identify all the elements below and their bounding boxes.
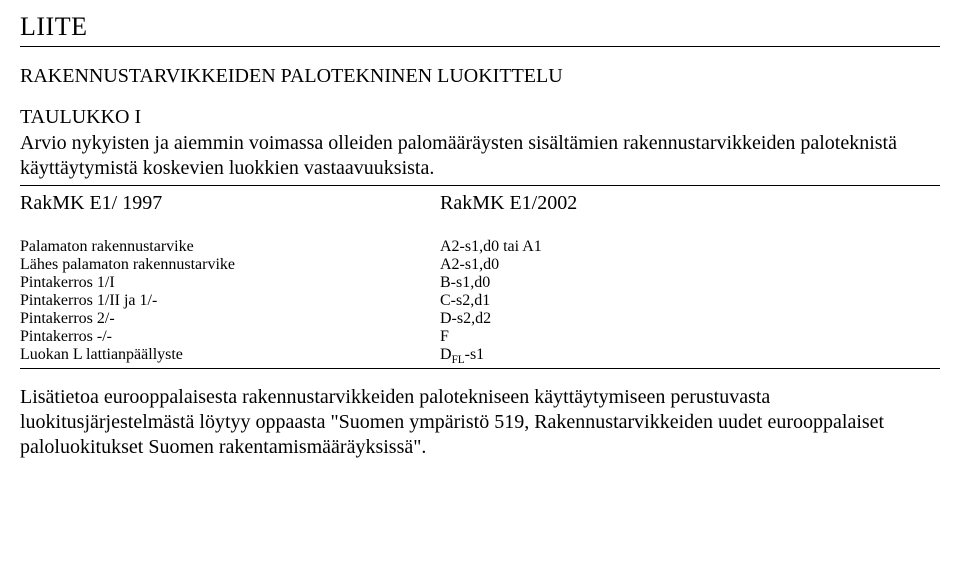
row-right-sub: FL [452,354,465,366]
page-heading: LIITE [20,12,940,42]
table-description: Arvio nykyisten ja aiemmin voimassa olle… [20,131,940,181]
table-top-rule [20,185,940,186]
row-right: A2-s1,d0 tai A1 [440,238,542,256]
row-right: F [440,328,449,346]
spacer [20,220,940,238]
row-right: C-s2,d1 [440,292,490,310]
table-row: Pintakerros -/- F [20,328,940,346]
row-right: DFL-s1 [440,346,484,366]
table-row: Pintakerros 1/I B-s1,d0 [20,274,940,292]
table-bottom-rule [20,368,940,369]
mapping-header: RakMK E1/ 1997 RakMK E1/2002 [20,190,940,216]
row-left: Luokan L lattianpäällyste [20,346,440,366]
row-right-pre: D [440,346,452,363]
table-row: Palamaton rakennustarvike A2-s1,d0 tai A… [20,238,940,256]
row-right: A2-s1,d0 [440,256,499,274]
table-row: Pintakerros 1/II ja 1/- C-s2,d1 [20,292,940,310]
row-left: Pintakerros -/- [20,328,440,346]
row-right: B-s1,d0 [440,274,490,292]
table-row: Pintakerros 2/- D-s2,d2 [20,310,940,328]
mapping-header-left: RakMK E1/ 1997 [20,190,440,216]
row-left: Pintakerros 2/- [20,310,440,328]
row-right-post: -s1 [465,346,485,363]
row-right: D-s2,d2 [440,310,491,328]
heading-rule [20,46,940,47]
row-left: Lähes palamaton rakennustarvike [20,256,440,274]
mapping-header-right: RakMK E1/2002 [440,190,577,216]
table-row: Lähes palamaton rakennustarvike A2-s1,d0 [20,256,940,274]
row-left: Palamaton rakennustarvike [20,238,440,256]
document-page: LIITE RAKENNUSTARVIKKEIDEN PALOTEKNINEN … [0,0,960,480]
table-row: Luokan L lattianpäällyste DFL-s1 [20,346,940,366]
row-left: Pintakerros 1/I [20,274,440,292]
footer-note: Lisätietoa eurooppalaisesta rakennustarv… [20,385,940,460]
row-left: Pintakerros 1/II ja 1/- [20,292,440,310]
table-caption: TAULUKKO I [20,106,940,129]
mapping-rows: Palamaton rakennustarvike A2-s1,d0 tai A… [20,238,940,366]
subtitle: RAKENNUSTARVIKKEIDEN PALOTEKNINEN LUOKIT… [20,65,940,88]
